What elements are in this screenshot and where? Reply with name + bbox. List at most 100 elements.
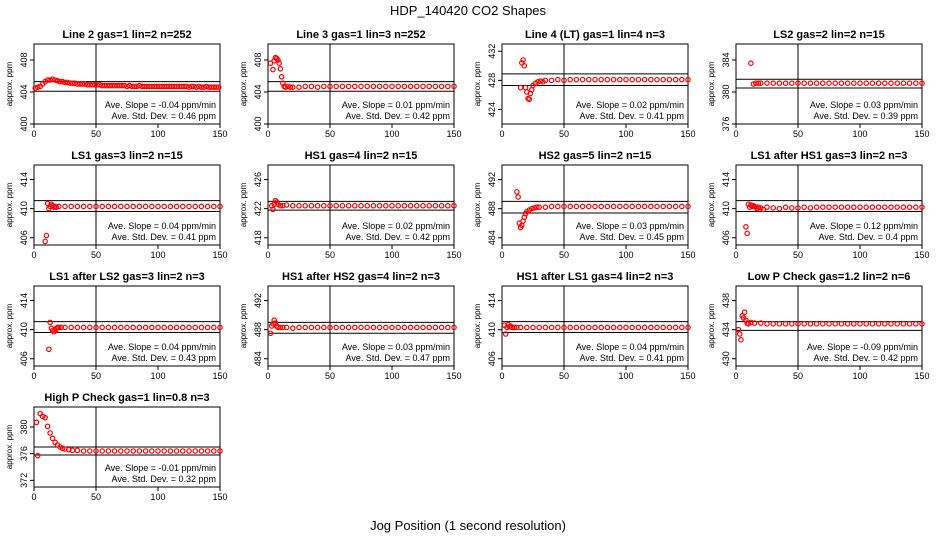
y-tick-label: 432 <box>487 44 497 59</box>
x-tick-label: 50 <box>793 371 803 381</box>
stddev-annotation: Ave. Std. Dev. = 0.42 ppm <box>346 111 450 121</box>
data-point <box>278 74 285 80</box>
y-tick-label: 484 <box>253 351 263 366</box>
data-point <box>82 81 88 87</box>
data-point <box>280 324 286 331</box>
x-tick-label: 50 <box>325 250 335 260</box>
data-point <box>757 80 764 87</box>
y-tick-label: 428 <box>487 73 497 88</box>
data-point <box>919 321 925 327</box>
data-point <box>629 203 636 210</box>
data-point <box>678 203 685 210</box>
data-point <box>616 76 623 83</box>
stddev-annotation: Ave. Std. Dev. = 0.43 ppm <box>112 353 216 363</box>
data-point <box>813 204 820 210</box>
data-point <box>44 77 51 83</box>
data-point <box>875 321 882 327</box>
data-point <box>302 202 309 209</box>
data-point <box>54 78 61 84</box>
data-point <box>592 203 598 210</box>
x-tick-label: 0 <box>265 129 270 139</box>
data-point <box>906 80 913 87</box>
data-point <box>192 203 199 210</box>
data-point <box>285 83 291 90</box>
panel-12: Low P Check gas=1.2 lin=2 n=6 0 50 100 150 43… <box>707 271 930 381</box>
data-point <box>74 447 81 454</box>
x-tick-label: 150 <box>212 492 227 502</box>
data-point <box>579 324 586 331</box>
stddev-annotation: Ave. Std. Dev. = 0.47 ppm <box>346 353 450 363</box>
stddev-annotation: Ave. Std. Dev. = 0.41 ppm <box>112 232 216 242</box>
data-point <box>277 202 284 209</box>
data-point <box>149 203 155 210</box>
data-point <box>444 324 451 331</box>
y-axis-label: approx. ppm <box>473 61 482 106</box>
data-point <box>807 80 814 87</box>
slope-annotation: Ave. Slope = 0.01 ppm/min <box>342 100 450 110</box>
x-tick-label: 50 <box>325 129 335 139</box>
data-point <box>87 448 93 454</box>
data-point <box>118 448 124 454</box>
data-point <box>32 85 39 91</box>
data-point <box>370 202 377 209</box>
y-tick-label: 404 <box>253 84 263 99</box>
stddev-annotation: Ave. Std. Dev. = 0.42 ppm <box>346 232 450 242</box>
data-point <box>826 204 832 210</box>
x-tick-label: 100 <box>852 371 867 381</box>
x-tick-label: 0 <box>499 129 504 139</box>
y-tick-label: 414 <box>19 172 29 187</box>
data-point <box>685 324 691 331</box>
data-point <box>863 321 870 327</box>
data-point <box>149 324 155 331</box>
data-point <box>832 204 839 210</box>
data-point <box>750 81 757 87</box>
data-point <box>280 80 286 87</box>
y-tick-label: 414 <box>487 293 497 308</box>
data-point <box>327 83 333 90</box>
data-point <box>530 324 536 331</box>
data-point <box>514 189 520 195</box>
data-point <box>401 324 408 331</box>
data-point <box>173 203 180 210</box>
data-point <box>136 324 143 331</box>
x-tick-label: 0 <box>733 129 738 139</box>
data-point <box>155 448 161 454</box>
data-point <box>548 203 555 210</box>
data-point <box>407 324 414 331</box>
data-point <box>136 203 143 210</box>
panel-9: LS1 after LS2 gas=3 lin=2 n=3 0 50 100 150 40… <box>5 271 228 381</box>
data-point <box>80 324 87 331</box>
data-point <box>389 202 395 209</box>
panel-title: HS1 gas=4 lin=2 n=15 <box>305 150 418 162</box>
stddev-annotation: Ave. Std. Dev. = 0.45 ppm <box>580 232 684 242</box>
data-point <box>302 83 309 90</box>
x-tick-label: 100 <box>384 129 399 139</box>
data-point <box>333 83 340 90</box>
y-tick-label: 376 <box>721 116 731 131</box>
data-point <box>167 203 174 210</box>
data-point <box>647 324 654 331</box>
data-point <box>900 321 907 327</box>
data-point <box>788 205 795 211</box>
data-point <box>604 76 611 83</box>
data-point <box>900 80 907 87</box>
data-point <box>395 324 402 331</box>
data-point <box>432 324 439 331</box>
data-point <box>34 452 41 459</box>
y-axis-label: approx. ppm <box>239 303 248 348</box>
figure-title: HDP_140420 CO2 Shapes <box>390 3 547 18</box>
data-point <box>105 448 112 454</box>
data-point <box>438 202 445 209</box>
slope-annotation: Ave. Slope = -0.04 ppm/min <box>105 100 216 110</box>
data-point <box>72 80 78 87</box>
data-point <box>832 80 839 87</box>
data-point <box>888 204 894 210</box>
data-point <box>526 96 533 103</box>
data-point <box>57 78 63 85</box>
y-tick-label: 376 <box>19 446 29 461</box>
data-point <box>217 324 223 331</box>
data-point <box>99 203 106 210</box>
data-point <box>119 82 125 89</box>
data-point <box>666 76 673 83</box>
